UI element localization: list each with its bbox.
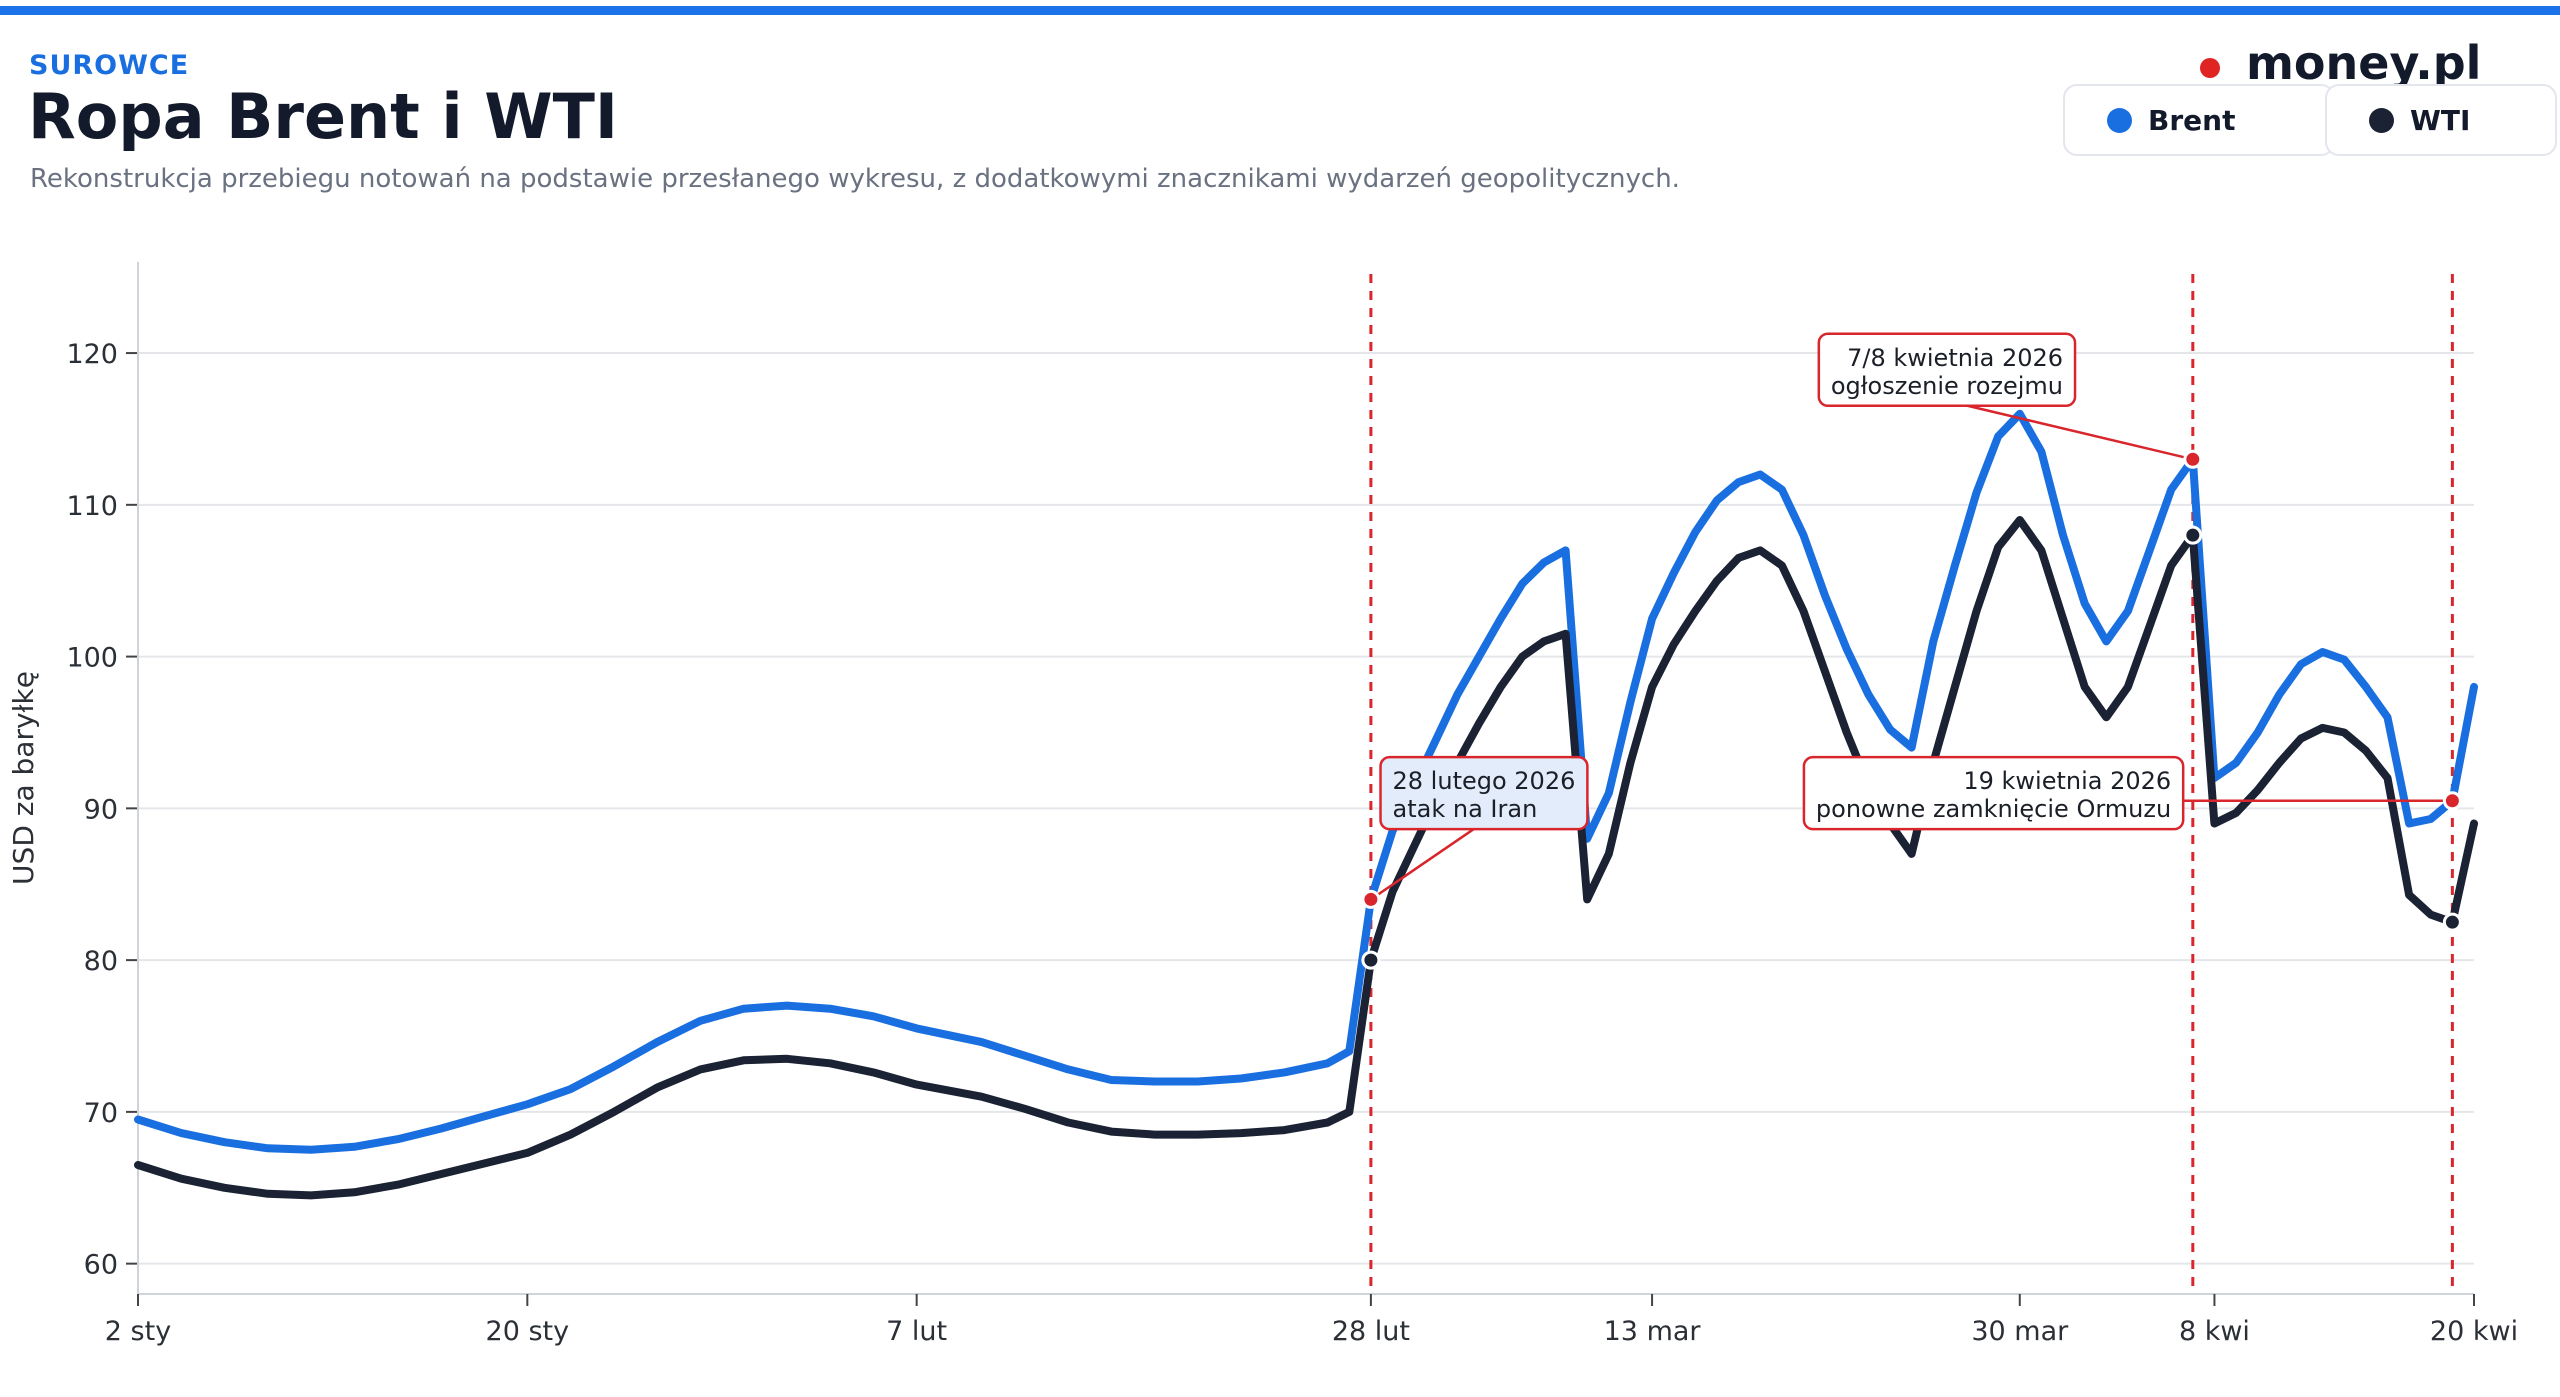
event-label-line1: 7/8 kwietnia 2026: [1847, 344, 2063, 372]
y-axis-label: USD za baryłkę: [7, 671, 40, 885]
y-tick-label: 60: [84, 1250, 118, 1281]
event-point-brent: [2442, 791, 2462, 811]
event-label-line2: ponowne zamknięcie Ormuzu: [1816, 795, 2171, 823]
event-label-line1: 28 lutego 2026: [1393, 767, 1576, 795]
x-tick-label: 30 mar: [1971, 1316, 2069, 1347]
legend-label-brent: Brent: [2148, 103, 2236, 137]
event-point-wti: [1361, 950, 1381, 970]
x-tick-label: 2 sty: [105, 1316, 171, 1347]
brand-name: money.pl: [2246, 36, 2482, 90]
x-tick-label: 28 lut: [1332, 1316, 1410, 1347]
y-tick-label: 70: [84, 1098, 118, 1129]
brand-dot-icon: [2200, 58, 2220, 78]
series-line-brent: [134, 409, 2478, 1154]
event-label-line2: atak na Iran: [1393, 795, 1538, 823]
y-tick-label: 100: [66, 643, 118, 674]
x-tick-label: 20 sty: [486, 1316, 570, 1347]
event-point-wti: [2442, 912, 2462, 932]
event-point-wti: [2183, 525, 2203, 545]
event-point-brent: [1361, 889, 1381, 909]
event-point-brent: [2183, 449, 2203, 469]
event-label-box: [1802, 755, 2185, 831]
y-tick-label: 110: [66, 491, 118, 522]
y-tick-label: 120: [66, 339, 118, 370]
x-tick-label: 7 lut: [886, 1316, 947, 1347]
chart-subtitle: Rekonstrukcja przebiegu notowań na podst…: [30, 164, 1680, 194]
legend-dot-brent-icon: [2107, 107, 2132, 133]
y-tick-label: 80: [84, 946, 118, 977]
section-kicker: SUROWCE: [29, 50, 190, 81]
top-accent-bar: [0, 6, 2560, 15]
event-connector-line: [1967, 404, 2194, 461]
x-tick-label: 20 kwi: [2430, 1316, 2518, 1347]
chart-title: Ropa Brent i WTI: [28, 80, 618, 153]
brand-logo[interactable]: money.pl: [2200, 33, 2481, 93]
event-connector-line: [1370, 828, 1475, 901]
event-label-line1: 19 kwietnia 2026: [1963, 767, 2171, 795]
series-line-wti: [134, 516, 2478, 1200]
event-label-box: [1817, 332, 2077, 408]
event-label-line2: ogłoszenie rozejmu: [1831, 372, 2063, 400]
x-tick-label: 8 kwi: [2179, 1316, 2250, 1347]
legend-item-wti[interactable]: WTI: [2325, 84, 2557, 156]
legend-dot-wti-icon: [2369, 107, 2394, 133]
x-tick-label: 13 mar: [1604, 1316, 1702, 1347]
y-tick-label: 90: [84, 794, 118, 825]
event-label-box: [1379, 755, 1589, 831]
legend-label-wti: WTI: [2410, 103, 2471, 137]
